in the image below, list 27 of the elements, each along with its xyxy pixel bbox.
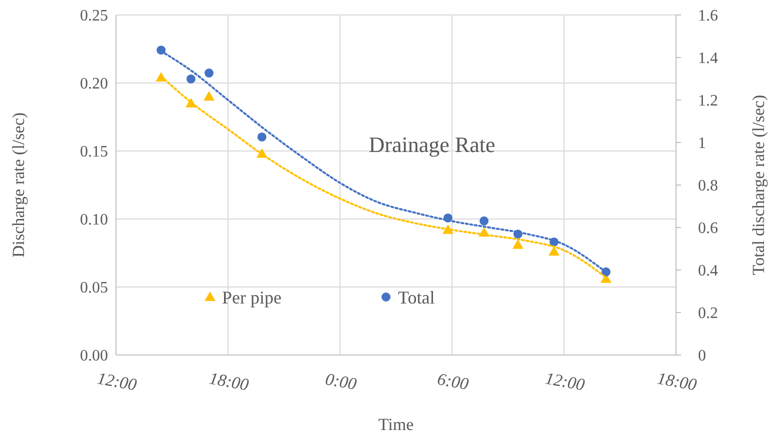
y2-tick-label: 0.8 [698,178,718,195]
y-tick-label: 0.10 [80,212,108,229]
y-tick-label: 0.25 [80,8,108,25]
y-axis-title: Discharge rate (l/sec) [9,112,28,258]
y2-tick-label: 0 [698,348,706,365]
legend-label: Total [398,287,435,308]
x-tick-label: 18:00 [656,368,699,394]
y-tick-label: 0.05 [80,280,108,297]
text: Drainage Rate [368,132,496,157]
y2-tick-label: 0.6 [698,220,718,238]
y2-tick-label: 1.4 [698,50,718,68]
y2-tick-label: 1.6 [698,8,718,25]
y2-tick-label: 0.2 [698,305,718,322]
y-tick-label: 0.15 [80,144,108,161]
y2-tick-label: 1 [698,135,706,152]
y2-tick-label: 0.4 [698,262,718,280]
y2-axis-title: Total discharge rate (l/sec) [749,94,768,276]
x-tick-label: 0:00 [324,370,358,394]
x-tick-label: 6:00 [436,370,470,394]
x-tick-label: 12:00 [544,368,587,394]
y-tick-label: 0.20 [80,76,108,93]
x-tick-label: 18:00 [208,368,251,394]
x-axis-title: Time [378,415,414,434]
x-tick-label: 12:00 [96,368,139,394]
y2-tick-label: 1.2 [698,92,718,110]
legend-label: Per pipe [222,287,282,308]
y-tick-label: 0.00 [80,348,108,365]
